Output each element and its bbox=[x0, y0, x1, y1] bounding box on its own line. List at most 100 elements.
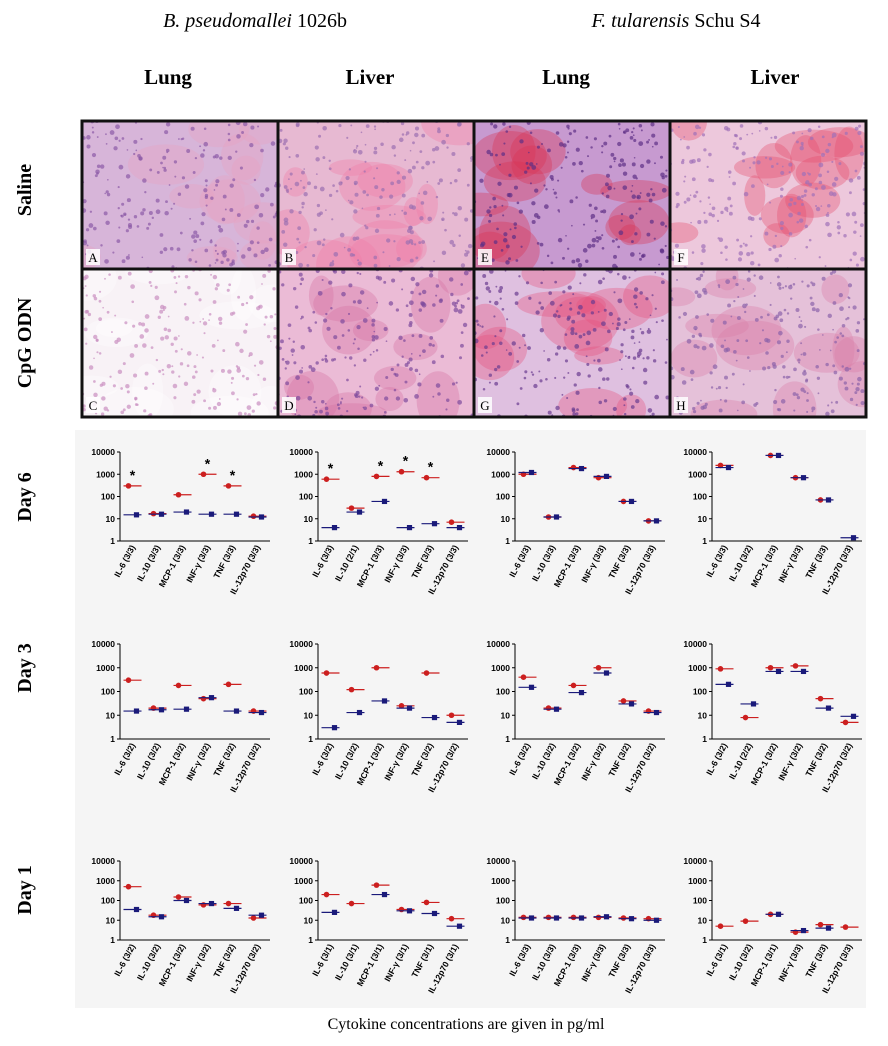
cell-nucleus bbox=[281, 358, 285, 361]
cell-nucleus bbox=[638, 348, 643, 353]
cell-nucleus bbox=[457, 399, 462, 405]
cell-nucleus bbox=[178, 335, 180, 337]
cell-nucleus bbox=[183, 381, 189, 387]
cell-nucleus bbox=[340, 319, 345, 324]
tissue-base bbox=[278, 121, 474, 269]
cell-nucleus bbox=[391, 278, 396, 283]
cell-nucleus bbox=[213, 189, 216, 191]
cell-nucleus bbox=[281, 229, 286, 234]
cell-nucleus bbox=[210, 196, 214, 200]
cell-nucleus bbox=[761, 329, 764, 332]
data-point bbox=[725, 681, 732, 687]
cell-nucleus bbox=[376, 301, 378, 304]
cell-nucleus bbox=[766, 183, 769, 186]
cell-nucleus bbox=[374, 185, 379, 190]
cell-nucleus bbox=[95, 338, 99, 342]
cell-nucleus bbox=[700, 405, 705, 410]
cell-nucleus bbox=[830, 409, 835, 414]
cell-nucleus bbox=[204, 248, 209, 253]
cell-nucleus bbox=[103, 406, 108, 411]
cell-nucleus bbox=[805, 379, 808, 383]
cell-nucleus bbox=[98, 352, 102, 355]
cell-nucleus bbox=[741, 400, 746, 405]
cell-nucleus bbox=[313, 185, 318, 190]
cell-nucleus bbox=[776, 408, 780, 411]
tissue-region bbox=[283, 167, 308, 197]
cell-nucleus bbox=[859, 235, 862, 237]
cell-nucleus bbox=[547, 148, 551, 153]
cell-nucleus bbox=[117, 275, 122, 280]
cell-nucleus bbox=[633, 287, 639, 292]
cell-nucleus bbox=[843, 233, 847, 238]
data-point bbox=[373, 473, 380, 480]
cell-nucleus bbox=[707, 196, 711, 199]
cell-nucleus bbox=[458, 234, 461, 238]
y-tick-label: 10000 bbox=[91, 447, 115, 457]
y-tick-label: 10 bbox=[304, 915, 314, 925]
cell-nucleus bbox=[753, 274, 756, 277]
tissue-region bbox=[474, 326, 528, 372]
cell-nucleus bbox=[98, 299, 102, 303]
cell-nucleus bbox=[632, 127, 635, 130]
cell-nucleus bbox=[196, 354, 199, 356]
data-point bbox=[423, 670, 430, 676]
cell-nucleus bbox=[408, 313, 413, 317]
cell-nucleus bbox=[124, 321, 128, 325]
cell-nucleus bbox=[376, 206, 381, 211]
cell-nucleus bbox=[564, 359, 569, 363]
cell-nucleus bbox=[482, 274, 487, 278]
cell-nucleus bbox=[601, 192, 604, 195]
cell-nucleus bbox=[854, 391, 858, 395]
cell-nucleus bbox=[531, 201, 536, 206]
cell-nucleus bbox=[297, 226, 302, 231]
cell-nucleus bbox=[162, 309, 165, 312]
cell-nucleus bbox=[625, 384, 629, 388]
cell-nucleus bbox=[783, 308, 787, 312]
data-point bbox=[653, 518, 660, 524]
cell-nucleus bbox=[518, 209, 523, 214]
cell-nucleus bbox=[350, 124, 353, 127]
tissue-region bbox=[286, 370, 340, 417]
cell-nucleus bbox=[806, 284, 810, 288]
cell-nucleus bbox=[280, 339, 284, 344]
data-point bbox=[570, 682, 577, 689]
cell-nucleus bbox=[857, 130, 862, 136]
footnote: Cytokine concentrations are given in pg/… bbox=[328, 1016, 605, 1033]
cell-nucleus bbox=[646, 329, 652, 334]
cell-nucleus bbox=[597, 358, 601, 363]
cell-nucleus bbox=[82, 240, 88, 246]
cell-nucleus bbox=[237, 295, 241, 299]
cell-nucleus bbox=[623, 404, 626, 407]
cell-nucleus bbox=[346, 378, 349, 382]
tissue-region bbox=[415, 183, 438, 225]
cell-nucleus bbox=[804, 325, 807, 328]
tissue-region bbox=[421, 121, 474, 146]
cell-nucleus bbox=[144, 386, 148, 391]
cell-nucleus bbox=[413, 243, 417, 246]
cell-nucleus bbox=[173, 202, 176, 205]
cell-nucleus bbox=[285, 360, 290, 365]
cell-nucleus bbox=[289, 209, 294, 214]
cell-nucleus bbox=[744, 310, 747, 314]
cell-nucleus bbox=[513, 222, 518, 226]
cell-nucleus bbox=[576, 311, 581, 315]
cell-nucleus bbox=[702, 270, 705, 273]
cell-nucleus bbox=[202, 149, 206, 152]
cell-nucleus bbox=[692, 409, 697, 414]
cell-nucleus bbox=[847, 283, 853, 288]
cell-nucleus bbox=[191, 399, 196, 404]
cell-nucleus bbox=[559, 304, 562, 307]
cell-nucleus bbox=[212, 274, 218, 280]
cell-nucleus bbox=[695, 124, 700, 130]
data-point bbox=[381, 498, 388, 505]
cell-nucleus bbox=[617, 317, 621, 321]
cell-nucleus bbox=[554, 352, 559, 356]
cell-nucleus bbox=[646, 159, 651, 164]
cell-nucleus bbox=[752, 161, 756, 165]
cell-nucleus bbox=[355, 390, 360, 395]
cell-nucleus bbox=[587, 243, 592, 249]
cell-nucleus bbox=[590, 146, 593, 149]
cell-nucleus bbox=[608, 134, 612, 138]
cell-nucleus bbox=[140, 137, 143, 141]
cell-nucleus bbox=[505, 260, 510, 265]
